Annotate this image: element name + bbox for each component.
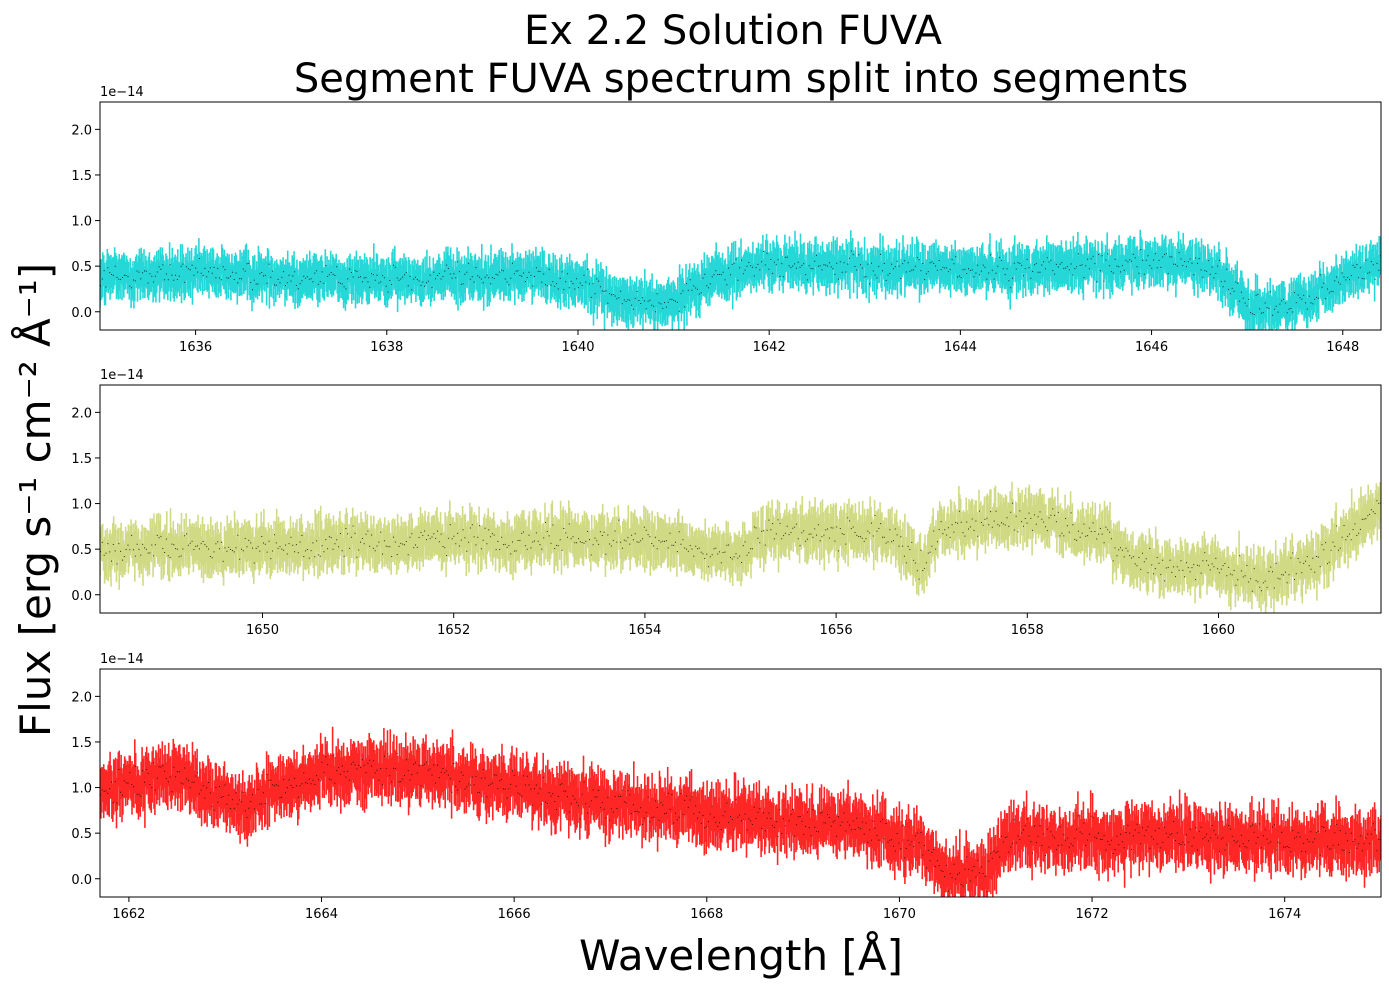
error-bars bbox=[100, 481, 1381, 613]
y-offset-text: 1e−14 bbox=[100, 368, 144, 383]
x-tick-label: 1646 bbox=[1135, 340, 1168, 355]
x-tick-label: 1638 bbox=[370, 340, 403, 355]
y-tick-label: 1.5 bbox=[71, 452, 92, 467]
panel-segment-2: 1650 1652 1654 1656 1658 1660 0.0 0.5 1.0 1.5 2.0 1… bbox=[71, 368, 1382, 638]
y-tick-label: 2.0 bbox=[71, 406, 92, 421]
chart-subtitle: Segment FUVA spectrum split into segment… bbox=[294, 56, 1188, 102]
axes-frame bbox=[99, 384, 1382, 614]
y-tick-label: 2.0 bbox=[71, 690, 92, 705]
y-tick-label: 1.0 bbox=[71, 782, 92, 797]
x-tick-label: 1654 bbox=[628, 623, 661, 638]
x-axis-label: Wavelength [Å] bbox=[579, 930, 903, 980]
error-bars bbox=[100, 229, 1381, 330]
x-tick-label: 1660 bbox=[1202, 623, 1235, 638]
x-tick-label: 1662 bbox=[112, 907, 145, 922]
x-tick-label: 1652 bbox=[437, 623, 470, 638]
x-tick-label: 1644 bbox=[944, 340, 977, 355]
series-segment-2 bbox=[100, 481, 1381, 613]
x-tick-label: 1642 bbox=[753, 340, 786, 355]
x-tick-label: 1672 bbox=[1076, 907, 1109, 922]
series-segment-1 bbox=[100, 229, 1381, 330]
y-tick-label: 2.0 bbox=[71, 123, 92, 138]
x-tick-label: 1664 bbox=[305, 907, 338, 922]
y-tick-label: 0.5 bbox=[71, 827, 92, 842]
axes-frame bbox=[99, 668, 1382, 898]
x-tick-label: 1670 bbox=[883, 907, 916, 922]
y-tick-label: 1.5 bbox=[71, 169, 92, 184]
y-tick-label: 0.0 bbox=[71, 589, 92, 604]
x-tick-label: 1656 bbox=[820, 623, 853, 638]
y-tick-label: 0.0 bbox=[71, 873, 92, 888]
x-tick-label: 1674 bbox=[1268, 907, 1301, 922]
x-tick-label: 1650 bbox=[246, 623, 279, 638]
y-offset-text: 1e−14 bbox=[100, 652, 144, 667]
x-tick-label: 1666 bbox=[498, 907, 531, 922]
x-tick-label: 1668 bbox=[690, 907, 723, 922]
panel-segment-1: 1636 1638 1640 1642 1644 1646 1648 0.0 0.5 1.0 1.5… bbox=[71, 85, 1382, 355]
x-tick-label: 1658 bbox=[1011, 623, 1044, 638]
series-segment-3 bbox=[100, 726, 1381, 897]
x-tick-label: 1648 bbox=[1326, 340, 1359, 355]
y-tick-label: 0.0 bbox=[71, 306, 92, 321]
error-bars bbox=[100, 726, 1381, 897]
y-offset-text: 1e−14 bbox=[100, 85, 144, 100]
y-tick-label: 1.0 bbox=[71, 498, 92, 513]
y-tick-label: 0.5 bbox=[71, 543, 92, 558]
y-tick-label: 0.5 bbox=[71, 260, 92, 275]
x-tick-label: 1640 bbox=[561, 340, 594, 355]
panel-segment-3: 1662 1664 1666 1668 1670 1672 1674 0.0 0.5 1.0 1.5… bbox=[71, 652, 1382, 922]
y-axis-label: Flux [erg s⁻¹ cm⁻² Å⁻¹] bbox=[10, 263, 60, 737]
y-tick-label: 1.0 bbox=[71, 215, 92, 230]
axes-frame bbox=[99, 101, 1382, 331]
chart-title: Ex 2.2 Solution FUVA bbox=[524, 8, 943, 54]
x-tick-label: 1636 bbox=[179, 340, 212, 355]
y-tick-label: 1.5 bbox=[71, 736, 92, 751]
